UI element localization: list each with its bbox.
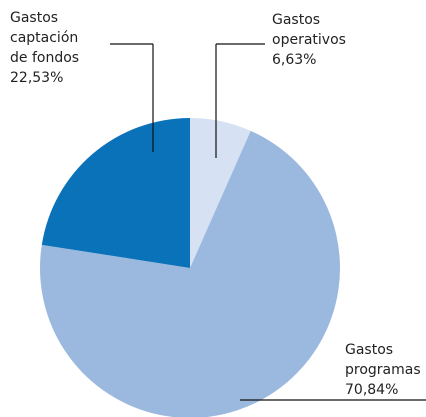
- category-label: Gastos captación de fondos: [10, 10, 80, 66]
- category-label: Gastos programas: [345, 342, 421, 378]
- category-label: Gastos operativos: [272, 12, 346, 48]
- value-label: 70,84%: [345, 382, 399, 398]
- slice-label: Gastos operativos 6,63%: [272, 10, 362, 70]
- pie-slice: [190, 118, 251, 268]
- pie-slice: [41, 118, 190, 268]
- value-label: 6,63%: [272, 52, 317, 68]
- value-label: 22,53%: [10, 70, 64, 86]
- pie-slice: [40, 130, 340, 417]
- slice-label: Gastos captación de fondos 22,53%: [10, 8, 92, 88]
- slice-label: Gastos programas 70,84%: [345, 340, 425, 400]
